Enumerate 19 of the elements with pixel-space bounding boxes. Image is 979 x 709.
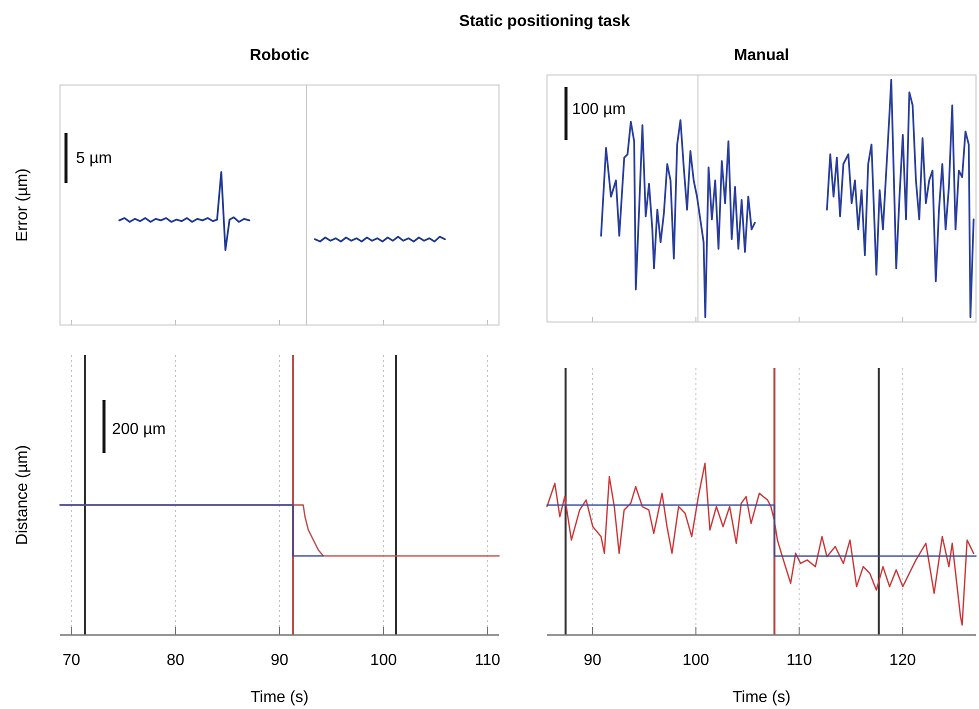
chart-subtitle: Robotic (250, 47, 310, 64)
text: 200 µm (112, 421, 166, 438)
y-axis-title: Error (µm) (14, 168, 31, 242)
x-tick-label: 110 (786, 652, 812, 669)
x-tick-label: 100 (370, 652, 397, 669)
text: Static positioning task (459, 13, 630, 30)
y-axis-title: Distance (µm) (14, 445, 31, 545)
x-tick-label: 100 (682, 652, 710, 669)
x-tick-label: 90 (270, 652, 288, 669)
x-axis-title: Time (s) (732, 689, 791, 706)
x-tick-label: 80 (166, 652, 184, 669)
annotation: 100 µm (572, 101, 626, 118)
x-tick-label: 70 (62, 652, 80, 669)
x-tick-label: 110 (474, 652, 500, 669)
chart-subtitle: Manual (734, 47, 790, 64)
x-tick-label: 90 (584, 652, 602, 669)
x-tick-label: 120 (889, 652, 916, 669)
text: 5 µm (76, 150, 112, 167)
x-axis-title: Time (s) (250, 689, 309, 706)
